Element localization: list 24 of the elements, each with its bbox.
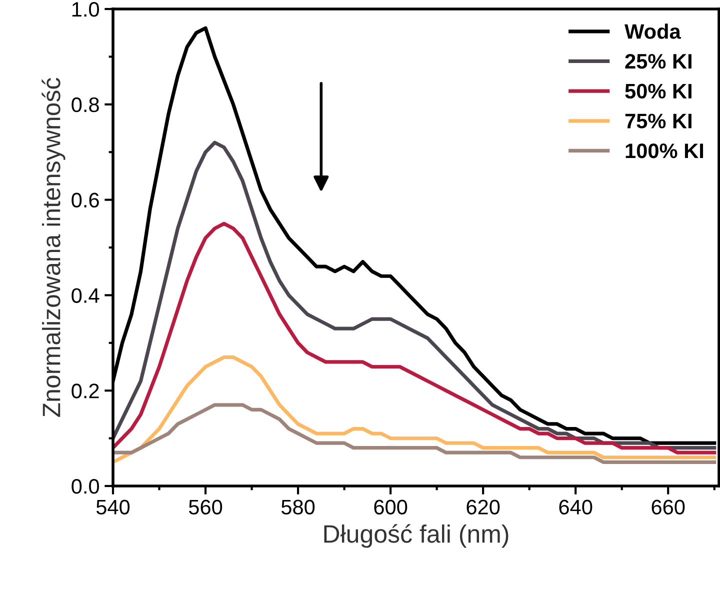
line-series [113, 222, 716, 454]
line-series [113, 403, 716, 464]
x-axis-title: Długość fali (nm) [324, 524, 508, 548]
x-tick-label: 620 [466, 500, 500, 514]
legend-label: Woda [624, 24, 681, 39]
legend-label: 100% KI [626, 143, 704, 158]
legend-label: 75% KI [625, 114, 692, 128]
line-series [113, 140, 716, 450]
x-tick-label: 660 [652, 500, 685, 514]
legend-label: 50% KI [625, 84, 692, 99]
line-series [113, 355, 716, 464]
x-tick-label: 580 [281, 500, 315, 514]
y-tick-label: 0.6 [72, 192, 99, 208]
y-tick-label: 0.4 [72, 288, 100, 303]
x-tick-label: 640 [559, 500, 592, 514]
x-tick-label: 600 [374, 500, 408, 514]
y-tick-label: 0.8 [72, 97, 99, 112]
x-tick-label: 540 [96, 500, 130, 514]
y-tick-label: 0.0 [72, 479, 99, 494]
legend-label: 25% KI [625, 54, 692, 69]
y-tick-label: 0.2 [72, 384, 99, 398]
y-axis-title: Znormalizowana intensywność [42, 78, 66, 417]
x-tick-label: 560 [188, 500, 222, 514]
y-tick-label: 1.0 [72, 2, 99, 17]
